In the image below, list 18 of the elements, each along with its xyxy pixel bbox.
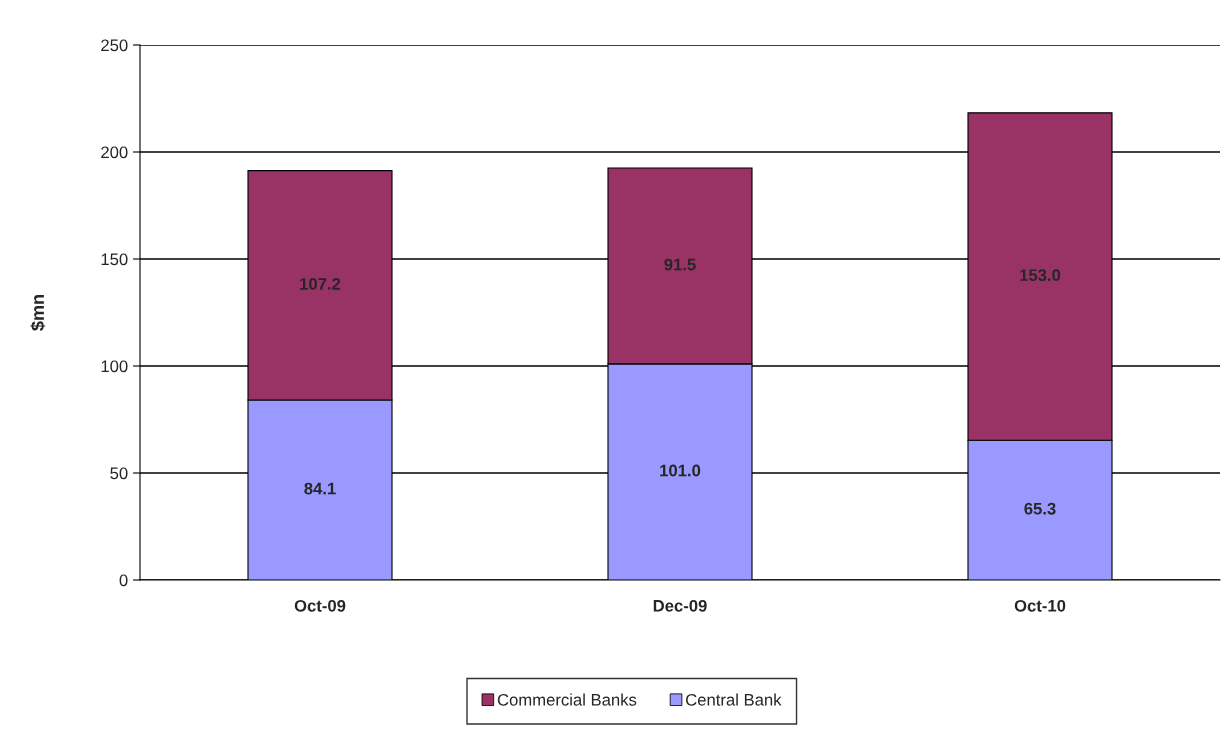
legend-label: Central Bank <box>686 693 782 706</box>
data-label: 65.3 <box>1024 502 1056 515</box>
data-label: 153.0 <box>1020 269 1061 282</box>
y-tick-label: 250 <box>101 39 128 52</box>
data-label: 101.0 <box>660 464 701 477</box>
y-axis-title: $mn <box>30 295 46 331</box>
y-tick-label: 200 <box>101 146 128 159</box>
x-tick-label: Oct-09 <box>294 599 346 612</box>
y-tick-label: 50 <box>110 467 128 480</box>
y-tick-label: 0 <box>119 574 128 587</box>
data-label: 84.1 <box>304 482 336 495</box>
data-label: 91.5 <box>664 258 696 271</box>
data-label: 107.2 <box>300 277 341 290</box>
y-tick-label: 100 <box>101 360 128 373</box>
y-tick-label: 150 <box>101 253 128 266</box>
x-tick-label: Oct-10 <box>1014 599 1066 612</box>
x-tick-label: Dec-09 <box>653 599 707 612</box>
legend-label: Commercial Banks <box>497 693 637 706</box>
